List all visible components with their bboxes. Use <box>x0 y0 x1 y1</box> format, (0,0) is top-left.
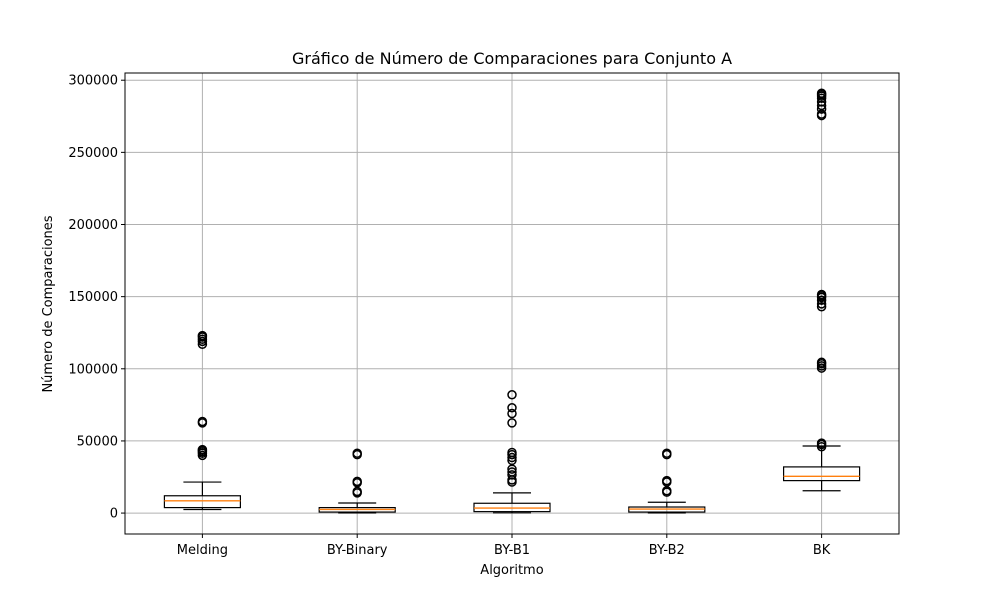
outlier-point <box>197 330 208 341</box>
outlier-point <box>352 476 362 487</box>
box-melding <box>163 330 241 511</box>
x-tick-label: Melding <box>177 543 228 558</box>
x-axis-label: Algoritmo <box>480 563 543 578</box>
x-tick-label: BK <box>813 543 831 558</box>
x-tick-label: BY-B2 <box>649 543 685 558</box>
y-tick-label: 200000 <box>68 218 118 233</box>
grid-lines <box>125 73 899 534</box>
outlier-point <box>507 402 517 413</box>
outlier-point <box>816 295 827 306</box>
box-by-binary <box>318 448 396 514</box>
box-by-b2 <box>628 448 706 514</box>
outlier-point <box>507 408 517 419</box>
axes: 0 50000 100000 150000 200000 250000 300000 Meld… <box>68 74 830 558</box>
box-bk <box>782 88 861 492</box>
outlier-point <box>507 418 517 428</box>
outlier-point <box>507 467 517 477</box>
outlier-point <box>816 301 827 312</box>
iqr-box <box>782 466 861 482</box>
y-tick-label: 0 <box>110 507 118 522</box>
outlier-point <box>816 100 827 111</box>
iqr-box <box>163 495 241 509</box>
y-tick-label: 50000 <box>77 434 118 449</box>
outlier-point <box>816 289 827 300</box>
plot-area <box>163 88 861 514</box>
outlier-point <box>197 416 208 427</box>
outlier-point <box>352 448 362 458</box>
outlier-point <box>197 444 208 455</box>
y-axis-label: Número de Comparaciones <box>41 215 56 392</box>
outlier-point <box>816 88 827 98</box>
y-tick-label: 250000 <box>68 146 118 161</box>
chart-title: Gráfico de Número de Comparaciones para … <box>292 49 732 68</box>
x-tick-label: BY-B1 <box>494 543 530 558</box>
outlier-point <box>816 104 827 114</box>
y-tick-label: 300000 <box>68 74 118 89</box>
outlier-point <box>507 470 517 480</box>
outlier-point <box>816 438 827 448</box>
box-by-b1 <box>473 390 551 514</box>
x-tick-label: BY-Binary <box>327 543 388 558</box>
outlier-point <box>507 390 517 400</box>
y-tick-label: 150000 <box>68 290 118 305</box>
outlier-point <box>507 447 517 458</box>
outlier-point <box>507 452 517 463</box>
outlier-point <box>816 357 827 368</box>
outlier-point <box>662 448 672 458</box>
outlier-point <box>662 475 672 486</box>
y-tick-label: 100000 <box>68 362 118 377</box>
